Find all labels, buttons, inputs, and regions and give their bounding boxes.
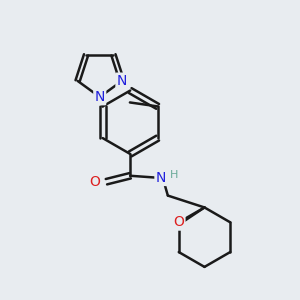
Text: N: N: [117, 74, 127, 88]
Text: H: H: [169, 170, 178, 180]
Text: N: N: [94, 90, 105, 104]
Text: N: N: [156, 171, 166, 185]
Text: O: O: [89, 175, 100, 189]
Text: O: O: [173, 215, 184, 229]
